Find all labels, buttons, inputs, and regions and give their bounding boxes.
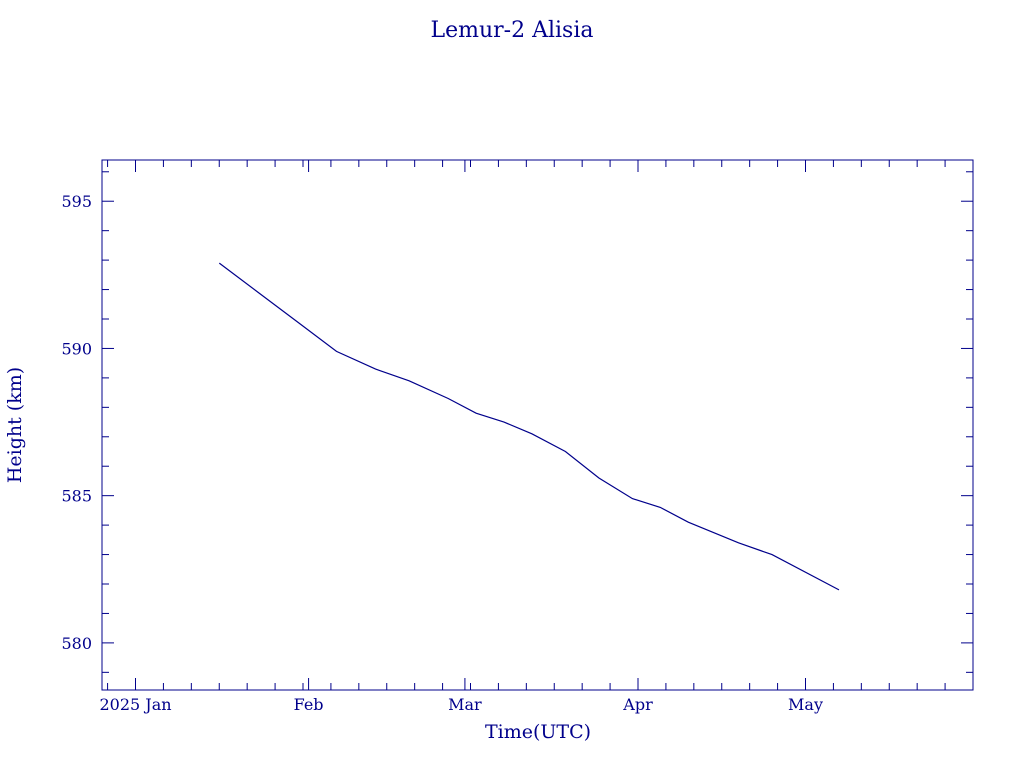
plot-frame xyxy=(101,159,974,691)
y-tick-label: 590 xyxy=(61,339,92,358)
x-axis-label: Time(UTC) xyxy=(485,721,591,743)
x-tick-label: 2025 Jan xyxy=(99,695,171,714)
chart-title: Lemur-2 Alisia xyxy=(430,18,593,43)
series-line xyxy=(218,262,840,591)
x-tick-label: Feb xyxy=(294,695,324,714)
y-tick-label: 585 xyxy=(61,487,92,506)
y-axis: 580 585 590 595 xyxy=(61,171,973,673)
y-tick-label: 595 xyxy=(61,192,92,211)
x-tick-label: Mar xyxy=(448,695,482,714)
y-tick-label: 580 xyxy=(61,634,92,653)
x-tick-label: May xyxy=(788,695,823,714)
x-axis: 2025 Jan Feb Mar Apr May xyxy=(99,160,946,714)
y-axis-label: Height (km) xyxy=(4,367,26,483)
x-tick-label: Apr xyxy=(622,695,653,714)
